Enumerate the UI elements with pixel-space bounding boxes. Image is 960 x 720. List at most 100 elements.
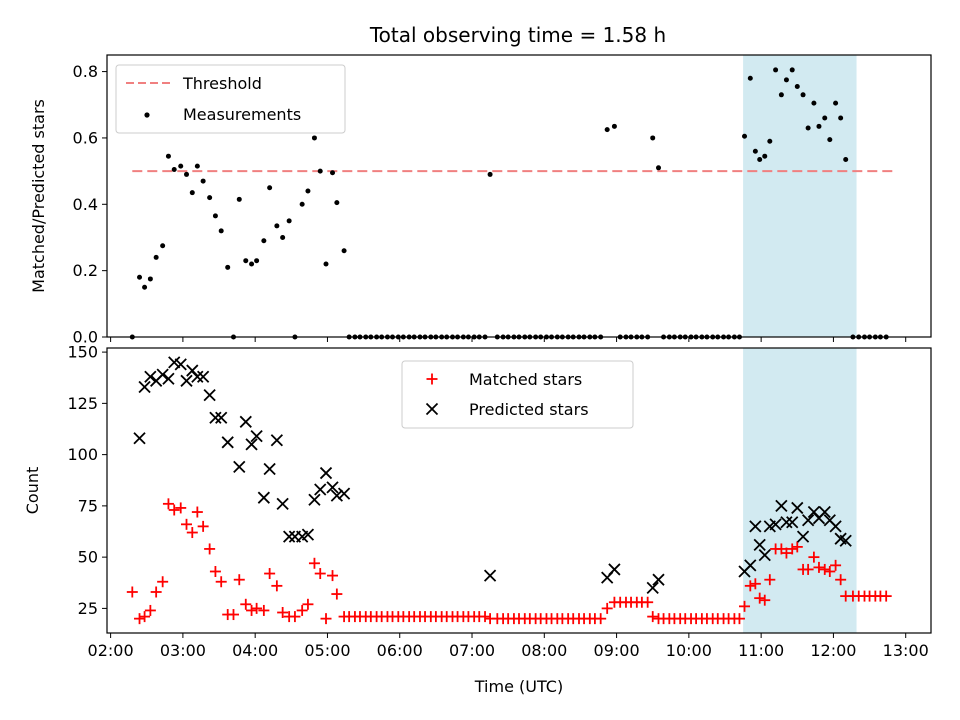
matched-stars-point [302, 598, 314, 610]
matched-stars-point [754, 592, 766, 604]
measurement-point [153, 254, 159, 260]
measurement-point [757, 157, 763, 163]
ratio-y-axis-label: Matched/Predicted stars [29, 99, 48, 293]
measurement-point [604, 127, 610, 133]
predicted-stars-point [829, 520, 842, 533]
matched-stars-point [647, 611, 659, 623]
matched-stars-point [251, 602, 263, 614]
matched-stars-point [749, 578, 761, 590]
x-axis-label: Time (UTC) [474, 677, 563, 696]
predicted-stars-point [753, 538, 766, 551]
matched-stars-point [819, 563, 831, 575]
measurement-point [805, 125, 811, 131]
predicted-stars-point [775, 499, 788, 513]
measurement-point [243, 258, 249, 264]
matched-stars-point [186, 527, 198, 539]
matched-stars-point [601, 602, 613, 614]
matched-stars-point [181, 518, 193, 530]
y-tick-label: 0.8 [73, 62, 98, 81]
y-tick-label: 75 [78, 496, 98, 515]
measurement-point [783, 77, 789, 83]
measurement-point [317, 168, 323, 174]
matched-stars-point [327, 570, 339, 582]
predicted-stars-legend-label: Predicted stars [469, 400, 589, 419]
count-y-axis-label: Count [23, 467, 42, 515]
predicted-stars-point [203, 389, 216, 402]
x-tick-label: 09:00 [594, 641, 640, 660]
matched-stars-point [314, 568, 326, 580]
predicted-stars-point [769, 518, 782, 531]
measurement-point [184, 171, 190, 177]
matched-stars-point [277, 606, 289, 618]
predicted-stars-point [245, 438, 258, 451]
predicted-stars-point [314, 483, 327, 496]
matched-stars-point [733, 613, 745, 625]
matched-stars-point [642, 596, 654, 608]
matched-stars-point [233, 574, 245, 586]
x-tick-label: 06:00 [377, 641, 423, 660]
predicted-stars-point [239, 415, 252, 428]
x-tick-label: 03:00 [160, 641, 206, 660]
measurement-point [323, 261, 329, 267]
measurement-point [236, 196, 242, 202]
measurement-point [811, 100, 817, 106]
measurement-point [171, 166, 177, 172]
matched-stars-point [479, 611, 491, 623]
predicted-stars-point [801, 514, 815, 527]
measurements-legend-label: Measurements [183, 105, 301, 124]
predicted-stars-point [196, 370, 210, 383]
y-tick-label: 0.4 [73, 195, 98, 214]
x-tick-label: 07:00 [449, 641, 495, 660]
matched-stars-point [240, 598, 252, 610]
predicted-stars-point [818, 505, 831, 519]
measurement-point [656, 165, 662, 171]
predicted-stars-point [156, 368, 169, 381]
measurement-point [142, 284, 148, 290]
measurement-point [207, 195, 213, 201]
predicted-stars-point [796, 530, 810, 543]
predicted-stars-point [646, 581, 659, 595]
matched-stars-point [744, 580, 756, 592]
matched-stars-point [808, 551, 820, 563]
matched-stars-point [144, 604, 156, 616]
y-tick-label: 25 [78, 599, 98, 618]
count-y-axis: 25 50 75 100 125 150 [67, 343, 107, 618]
matched-stars-point [271, 580, 283, 592]
matched-stars-point [264, 568, 276, 580]
predicted-stars-point [257, 491, 270, 504]
predicted-stars-point [744, 559, 757, 572]
measurement-point [752, 148, 758, 154]
matched-stars-point [791, 541, 803, 553]
measurement-point [194, 163, 200, 169]
highlight-span [743, 348, 857, 633]
matched-stars-point [880, 590, 892, 602]
measurement-point [200, 178, 206, 184]
measurement-point [762, 153, 768, 159]
predicted-stars-point [276, 497, 289, 510]
matched-stars-point [139, 611, 151, 623]
predicted-stars-point [839, 534, 852, 547]
measurement-point [822, 115, 828, 121]
predicted-stars-point [250, 430, 263, 443]
matched-stars-point [780, 547, 792, 559]
y-tick-label: 150 [67, 343, 98, 362]
matched-stars-point [739, 600, 751, 612]
matched-stars-point [320, 613, 332, 625]
measurement-point [189, 190, 195, 196]
x-tick-label: 11:00 [738, 641, 784, 660]
predicted-stars-point [215, 411, 228, 424]
measurement-point [611, 123, 617, 129]
x-tick-label: 04:00 [232, 641, 278, 660]
ratio-legend-box [115, 64, 346, 134]
predicted-stars-point [608, 563, 621, 576]
predicted-stars-legend-marker [425, 402, 439, 416]
predicted-stars-point [483, 569, 497, 582]
y-tick-label: 50 [78, 548, 98, 567]
matched-stars-point [331, 588, 343, 600]
predicted-stars-point [337, 487, 351, 500]
matched-stars-point [830, 559, 842, 571]
predicted-stars-point [174, 358, 187, 371]
predicted-stars-point [270, 434, 283, 447]
matched-stars-legend-marker [426, 373, 438, 385]
